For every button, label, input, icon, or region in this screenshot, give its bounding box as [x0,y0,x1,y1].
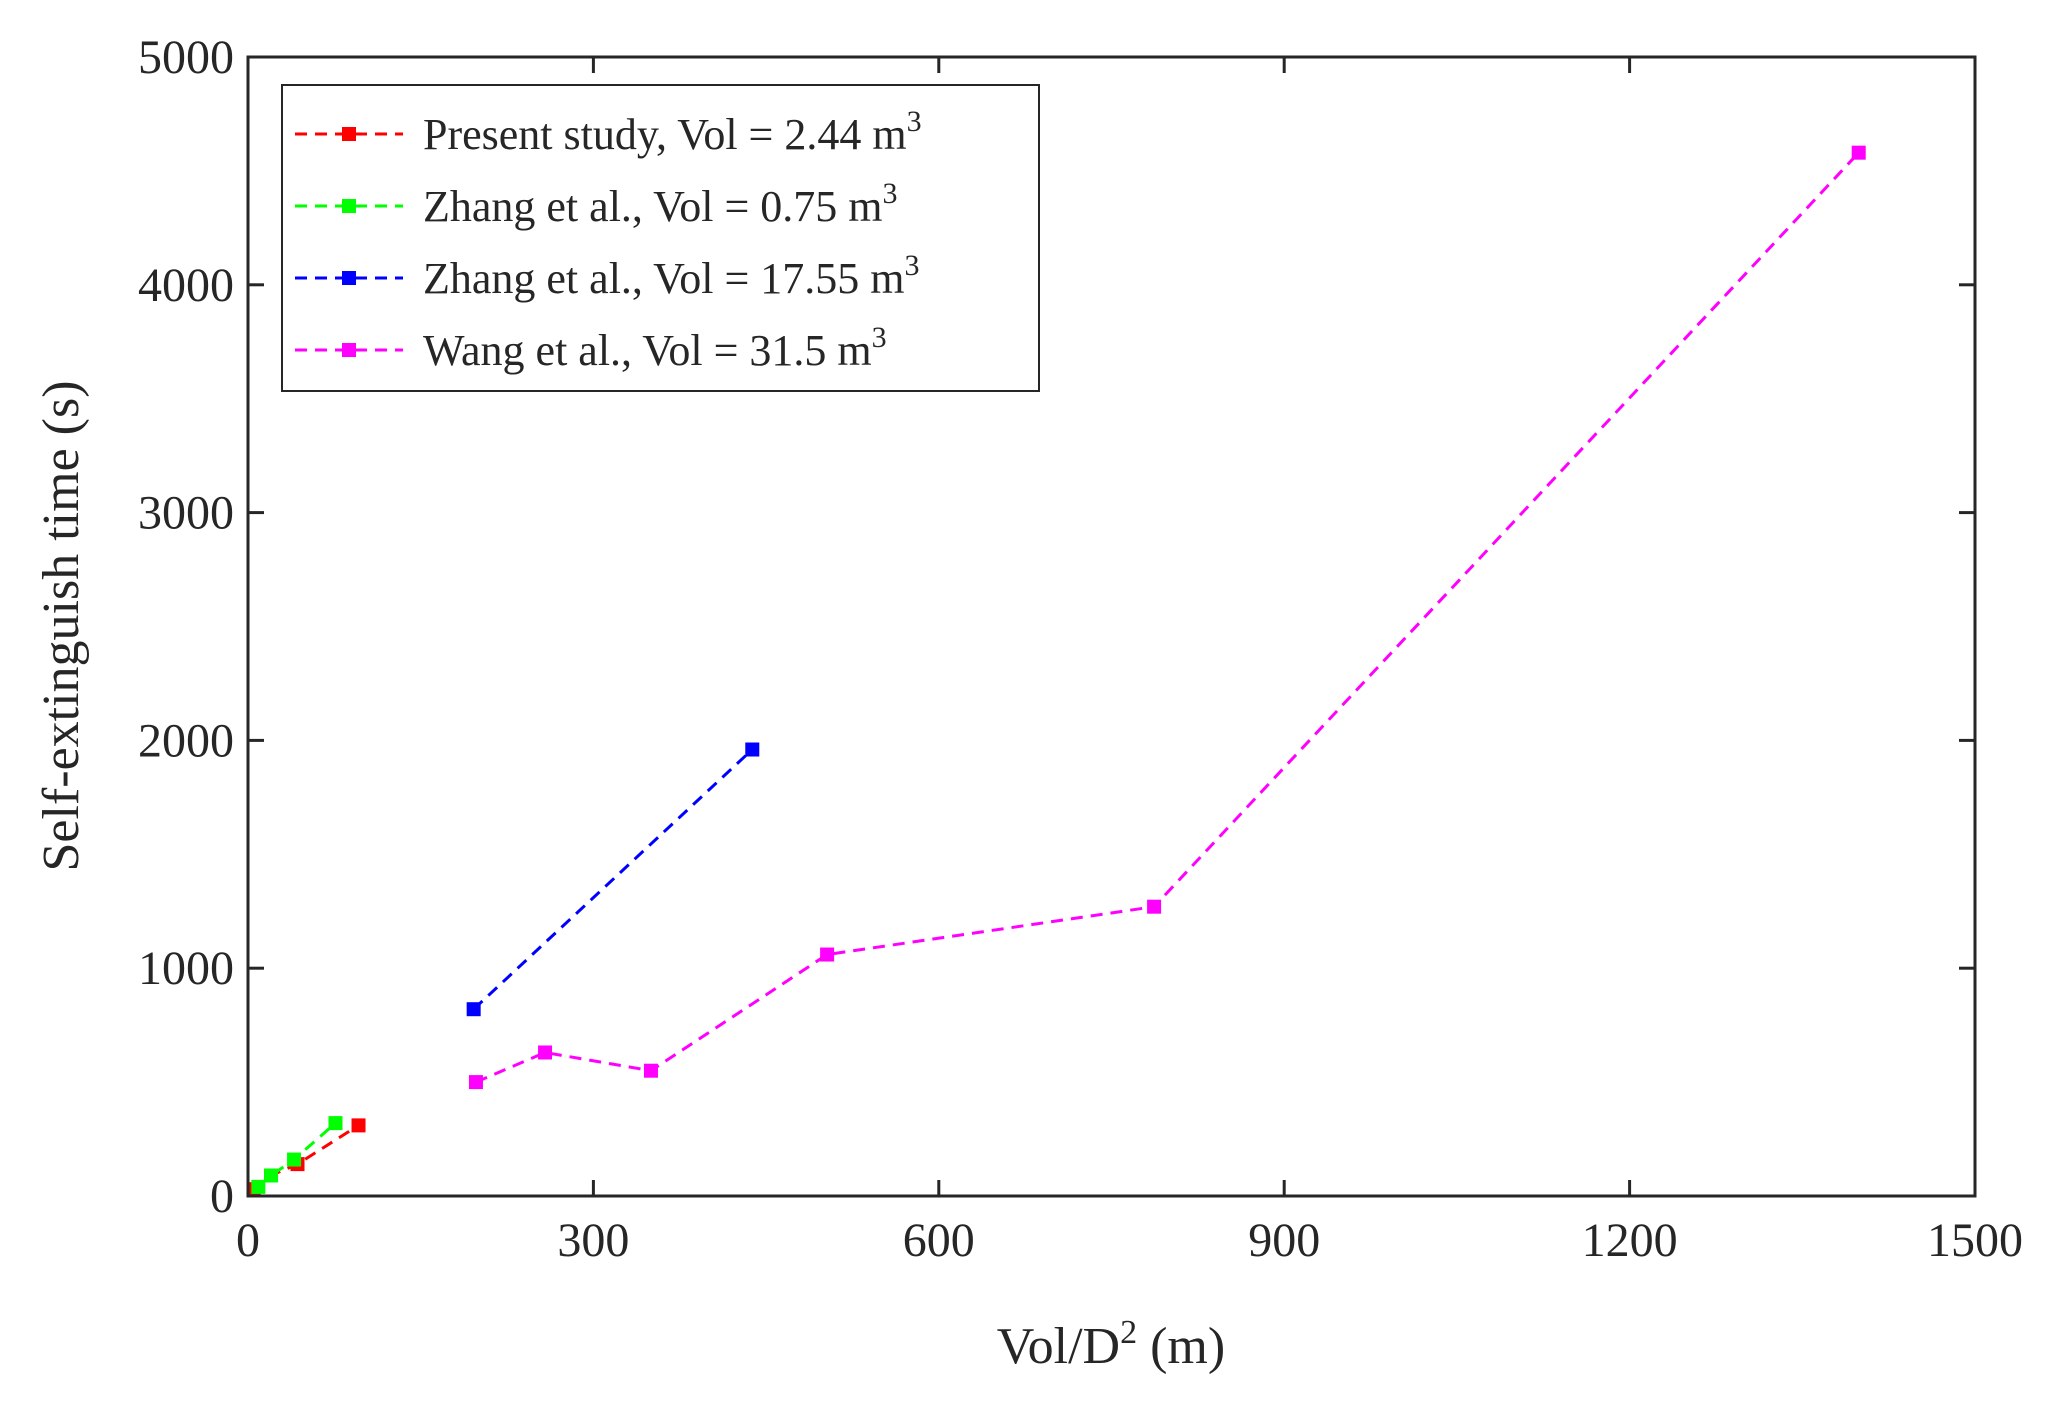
legend-label-sup: 3 [883,177,898,210]
data-point [328,1116,343,1131]
x-tick-label: 300 [557,1214,629,1267]
legend-entry: Wang et al., Vol = 31.5 m3 [295,321,887,375]
legend-label-sup: 3 [905,249,920,282]
data-point [1147,899,1162,914]
y-tick-label: 4000 [138,259,234,312]
legend-entries: Present study, Vol = 2.44 m3 Zhang et al.… [295,105,922,375]
x-axis-label: Vol/D2 (m) [997,1314,1225,1375]
legend-marker [342,271,356,285]
x-tick-label: 0 [236,1214,260,1267]
x-tick-label: 900 [1248,1214,1320,1267]
legend-marker [342,127,356,141]
legend-entry: Present study, Vol = 2.44 m3 [295,105,922,159]
legend-label-sup: 3 [907,105,922,138]
x-axis-label-unit: (m) [1137,1318,1225,1375]
data-point [468,1075,483,1090]
x-tick-label: 1200 [1582,1214,1678,1267]
y-tick-label: 1000 [138,942,234,995]
legend-marker [342,199,356,213]
legend-label-sup: 3 [872,321,887,354]
data-point [351,1118,366,1133]
data-point [643,1063,658,1078]
x-tick-label: 600 [903,1214,975,1267]
legend-label: Zhang et al., Vol = 17.55 m3 [423,249,920,303]
legend-label: Wang et al., Vol = 31.5 m3 [423,321,887,375]
data-point [820,947,835,962]
legend-box [281,84,1040,392]
data-point [466,1002,481,1017]
y-tick-label: 5000 [138,31,234,84]
data-point [287,1152,302,1167]
legend-marker [342,343,356,357]
data-point [264,1168,279,1183]
y-tick-label: 2000 [138,714,234,767]
legend-entry: Zhang et al., Vol = 0.75 m3 [295,177,898,231]
series-line [472,748,754,1011]
legend-label: Zhang et al., Vol = 0.75 m3 [423,177,898,231]
y-tick-label: 3000 [138,487,234,540]
series-4 [468,145,1866,1090]
data-point [538,1045,553,1060]
y-tick-label: 0 [210,1170,234,1223]
data-point [745,742,760,757]
y-axis-label: Self-extinguish time (s) [33,380,90,871]
plot-frame [246,55,1977,1198]
axis-ticks: 0 300 600 900 1200 1500 0 1000 2000 3000 4000 5000 [138,31,2023,1267]
data-point [251,1179,266,1194]
x-tick-label: 1500 [1927,1214,2023,1267]
series-3 [466,742,760,1017]
legend-entry: Zhang et al., Vol = 17.55 m3 [295,249,920,303]
x-axis-label-sup: 2 [1120,1314,1137,1351]
legend: Present study, Vol = 2.44 m3 Zhang et al.… [281,84,1040,392]
plot-area [246,145,1866,1197]
data-point [1851,145,1866,160]
series-2 [251,1116,343,1194]
legend-label: Present study, Vol = 2.44 m3 [423,105,922,159]
series-line [475,151,1860,1084]
